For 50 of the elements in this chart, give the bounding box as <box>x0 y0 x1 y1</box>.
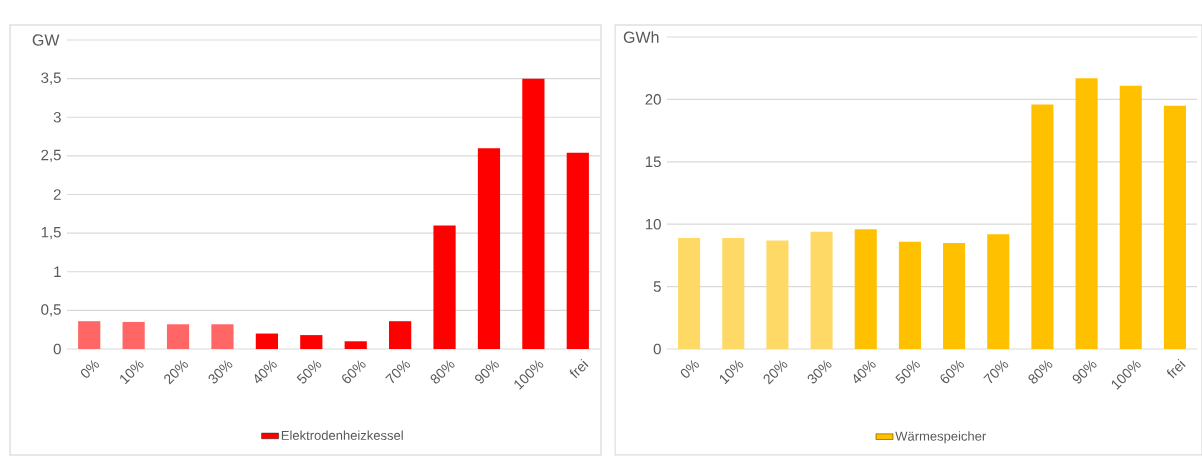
y-tick-label: 10 <box>645 218 661 230</box>
bar <box>1163 105 1186 349</box>
bar <box>522 78 545 349</box>
bar <box>477 148 501 349</box>
x-tick-label: 40% <box>254 360 277 384</box>
x-tick-label: 70% <box>385 360 411 384</box>
bar <box>344 341 367 349</box>
bar <box>943 242 966 349</box>
bar <box>987 234 1010 349</box>
y-tick-label: 0 <box>53 343 61 355</box>
y-tick-label: 3 <box>53 111 61 123</box>
y-axis-title: GWh <box>623 31 659 43</box>
bar <box>122 321 145 349</box>
y-tick-label: 2 <box>53 189 61 200</box>
legend-label: Wärmespeicher <box>895 431 987 444</box>
y-tick-label: 0 <box>653 343 661 355</box>
y-tick-label: 3,5 <box>41 72 61 85</box>
bar <box>898 241 921 349</box>
bar <box>566 152 589 349</box>
bar <box>854 229 877 349</box>
bar <box>389 321 412 349</box>
x-tick-label: 0% <box>680 360 700 378</box>
y-tick-label: 0,5 <box>41 304 61 317</box>
y-tick-label: 1,5 <box>41 227 61 240</box>
x-tick-label: frei <box>569 358 589 379</box>
bar <box>1075 78 1098 349</box>
bar <box>433 225 456 349</box>
x-tick-label: 40% <box>853 360 876 384</box>
x-tick-label: frei <box>1166 358 1186 379</box>
x-tick-label: 0% <box>80 360 100 378</box>
bar <box>1031 104 1054 349</box>
bar <box>678 237 701 349</box>
y-tick-label: 2,5 <box>41 149 61 163</box>
bar <box>722 237 745 349</box>
bar <box>300 335 323 349</box>
y-tick-label: 20 <box>645 94 661 105</box>
y-tick-label: 15 <box>645 156 661 168</box>
legend-label: Elektrodenheizkessel <box>281 430 403 440</box>
x-tick-label: 60% <box>342 360 366 384</box>
y-tick-label: 1 <box>54 266 61 277</box>
bar <box>211 324 234 349</box>
bar <box>166 324 190 349</box>
y-axis-title: GW <box>32 34 60 46</box>
bar <box>766 240 789 349</box>
bar <box>810 231 833 349</box>
y-tick-label: 5 <box>653 281 661 292</box>
bar <box>78 321 101 349</box>
x-tick-label: 70% <box>983 360 1009 384</box>
bar <box>1119 85 1142 349</box>
bar <box>255 333 278 349</box>
